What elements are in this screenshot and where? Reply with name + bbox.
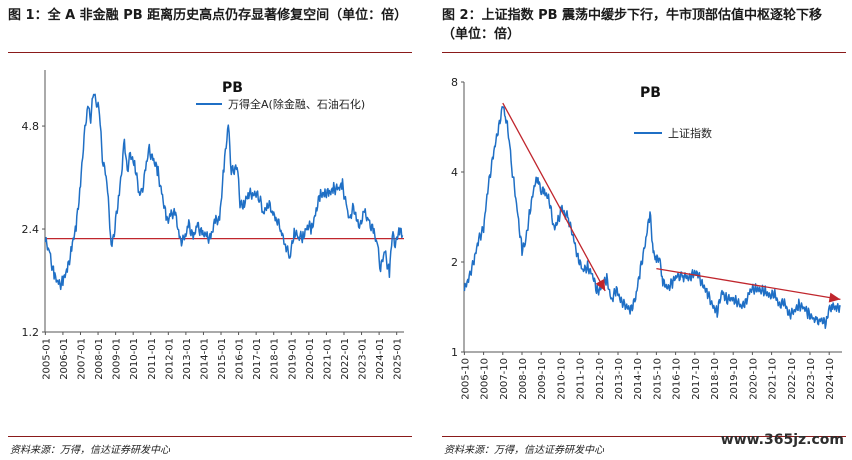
left-x-tick-label: 2018-01 xyxy=(270,338,281,380)
left-x-tick-label: 2016-01 xyxy=(235,338,246,380)
left-x-tick-label: 2006-01 xyxy=(59,338,70,380)
right-x-tick-label: 2022-10 xyxy=(787,358,798,400)
left-y-tick-label: 4.8 xyxy=(22,120,40,133)
right-x-tick-label: 2010-10 xyxy=(556,358,567,400)
right-x-tick-label: 2013-10 xyxy=(614,358,625,400)
left-caption-rule xyxy=(8,52,412,53)
left-y-tick-label: 1.2 xyxy=(22,326,40,339)
right-trend-arrowhead-2 xyxy=(828,292,841,303)
left-x-tick-label: 2009-01 xyxy=(112,338,123,380)
left-x-tick-label: 2020-01 xyxy=(305,338,316,380)
right-trend-arrowhead-1 xyxy=(595,278,606,291)
right-x-tick-label: 2015-10 xyxy=(652,358,663,400)
right-x-tick-label: 2019-10 xyxy=(729,358,740,400)
right-x-tick-label: 2024-10 xyxy=(825,358,836,400)
left-x-tick-label: 2022-01 xyxy=(340,338,351,380)
right-figure-caption: 图 2：上证指数 PB 震荡中缓步下行，牛市顶部估值中枢逐轮下移（单位：倍） xyxy=(442,8,823,42)
right-chart-title: PB xyxy=(640,85,661,101)
right-x-tick-label: 2006-10 xyxy=(480,358,491,400)
right-x-tick-label: 2014-10 xyxy=(633,358,644,400)
right-legend-label: 上证指数 xyxy=(668,126,712,140)
right-x-tick-label: 2017-10 xyxy=(691,358,702,400)
left-x-tick-label: 2007-01 xyxy=(76,338,87,380)
site-watermark: www.365jz.com xyxy=(720,432,844,448)
left-chart-title: PB xyxy=(222,80,243,96)
right-source-note: 资料来源：万得，信达证券研发中心 xyxy=(444,445,604,456)
left-x-tick-label: 2017-01 xyxy=(252,338,263,380)
right-series-line xyxy=(463,105,841,330)
right-y-tick-label: 1 xyxy=(451,346,458,359)
right-caption-rule xyxy=(442,52,846,53)
right-y-tick-label: 4 xyxy=(451,166,458,179)
left-legend-label: 万得全A(除金融、石油石化) xyxy=(228,97,365,111)
right-trend-line-1 xyxy=(502,102,606,292)
right-x-tick-label: 2021-10 xyxy=(768,358,779,400)
left-x-tick-label: 2010-01 xyxy=(129,338,140,380)
left-x-tick-label: 2024-01 xyxy=(375,338,386,380)
right-source-rule xyxy=(442,436,846,437)
right-x-tick-label: 2005-10 xyxy=(460,358,471,400)
right-x-tick-label: 2020-10 xyxy=(748,358,759,400)
left-figure-caption: 图 1：全 A 非金融 PB 距离历史高点仍存显著修复空间（单位：倍） xyxy=(8,8,408,23)
left-x-tick-label: 2011-01 xyxy=(147,338,158,380)
left-x-tick-label: 2021-01 xyxy=(322,338,333,380)
right-x-tick-label: 2023-10 xyxy=(806,358,817,400)
left-x-tick-label: 2012-01 xyxy=(164,338,175,380)
right-x-tick-label: 2008-10 xyxy=(518,358,529,400)
left-x-tick-label: 2015-01 xyxy=(217,338,228,380)
left-series-line xyxy=(44,93,404,291)
left-x-tick-label: 2019-01 xyxy=(287,338,298,380)
right-x-tick-label: 2011-10 xyxy=(576,358,587,400)
left-y-tick-label: 2.4 xyxy=(22,223,40,236)
right-y-tick-label: 2 xyxy=(451,256,458,269)
left-x-tick-label: 2025-01 xyxy=(393,338,404,380)
left-x-tick-label: 2023-01 xyxy=(358,338,369,380)
right-x-tick-label: 2012-10 xyxy=(595,358,606,400)
left-x-tick-label: 2014-01 xyxy=(199,338,210,380)
right-x-tick-label: 2016-10 xyxy=(672,358,683,400)
right-x-tick-label: 2018-10 xyxy=(710,358,721,400)
right-x-tick-label: 2007-10 xyxy=(499,358,510,400)
right-y-tick-label: 8 xyxy=(451,76,458,89)
right-trend-line-2 xyxy=(656,268,841,300)
left-source-rule xyxy=(8,436,412,437)
right-x-tick-label: 2009-10 xyxy=(537,358,548,400)
left-source-note: 资料来源：万得，信达证券研发中心 xyxy=(10,445,170,456)
left-x-tick-label: 2005-01 xyxy=(41,338,52,380)
left-x-tick-label: 2008-01 xyxy=(94,338,105,380)
left-x-tick-label: 2013-01 xyxy=(182,338,193,380)
